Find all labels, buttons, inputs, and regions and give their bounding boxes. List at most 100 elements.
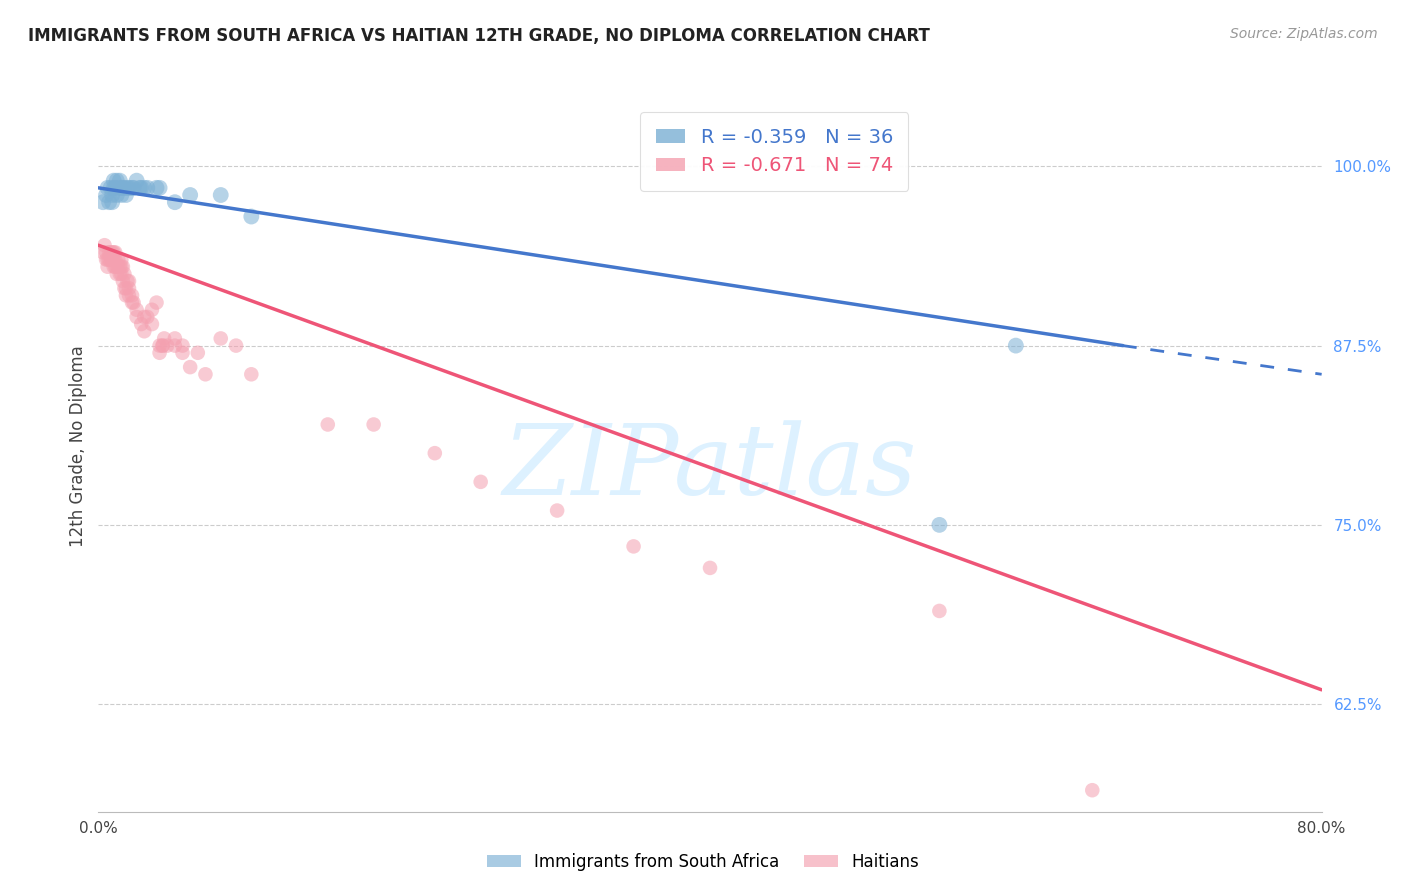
Point	[128, 181, 150, 195]
Point	[105, 260, 128, 274]
Point	[423, 446, 446, 460]
Point	[107, 181, 129, 195]
Point	[179, 360, 201, 375]
Point	[117, 274, 139, 288]
Point	[101, 188, 124, 202]
Point	[121, 181, 143, 195]
Point	[1004, 338, 1026, 352]
Point	[97, 252, 120, 267]
Point	[225, 338, 247, 352]
Point	[111, 260, 134, 274]
Point	[163, 338, 186, 352]
Point	[103, 174, 125, 188]
Point	[110, 181, 132, 195]
Point	[145, 181, 167, 195]
Point	[122, 295, 145, 310]
Point	[112, 267, 135, 281]
Point	[156, 338, 179, 352]
Point	[101, 195, 124, 210]
Text: ZIPatlas: ZIPatlas	[503, 420, 917, 516]
Point	[149, 181, 172, 195]
Point	[100, 181, 122, 195]
Point	[134, 324, 156, 338]
Point	[149, 338, 172, 352]
Point	[209, 331, 232, 345]
Point	[1081, 783, 1104, 797]
Point	[101, 245, 124, 260]
Point	[110, 260, 132, 274]
Point	[103, 252, 125, 267]
Point	[121, 295, 143, 310]
Point	[163, 331, 186, 345]
Point	[98, 252, 121, 267]
Point	[115, 188, 138, 202]
Point	[928, 517, 950, 532]
Point	[928, 604, 950, 618]
Point	[194, 368, 217, 382]
Point	[111, 181, 134, 195]
Legend: R = -0.359   N = 36, R = -0.671   N = 74: R = -0.359 N = 36, R = -0.671 N = 74	[640, 112, 908, 191]
Point	[172, 345, 194, 359]
Point	[107, 252, 129, 267]
Point	[103, 181, 125, 195]
Point	[101, 252, 124, 267]
Point	[97, 260, 120, 274]
Text: IMMIGRANTS FROM SOUTH AFRICA VS HAITIAN 12TH GRADE, NO DIPLOMA CORRELATION CHART: IMMIGRANTS FROM SOUTH AFRICA VS HAITIAN …	[28, 27, 929, 45]
Point	[94, 188, 117, 202]
Point	[136, 310, 159, 324]
Point	[91, 245, 114, 260]
Point	[153, 331, 176, 345]
Point	[105, 267, 128, 281]
Point	[129, 317, 152, 331]
Point	[117, 181, 139, 195]
Point	[134, 310, 156, 324]
Point	[94, 252, 117, 267]
Point	[316, 417, 339, 432]
Point	[100, 245, 122, 260]
Point	[103, 245, 125, 260]
Point	[209, 188, 232, 202]
Point	[98, 245, 121, 260]
Point	[118, 281, 141, 295]
Point	[118, 181, 141, 195]
Point	[112, 181, 135, 195]
Point	[152, 338, 174, 352]
Point	[91, 195, 114, 210]
Point	[104, 245, 127, 260]
Point	[125, 174, 148, 188]
Point	[136, 181, 159, 195]
Point	[107, 260, 129, 274]
Point	[163, 195, 186, 210]
Point	[141, 302, 163, 317]
Point	[110, 267, 132, 281]
Point	[149, 345, 172, 359]
Point	[105, 188, 128, 202]
Point	[141, 317, 163, 331]
Point	[240, 368, 263, 382]
Point	[125, 310, 148, 324]
Point	[108, 260, 131, 274]
Point	[105, 174, 128, 188]
Point	[100, 252, 122, 267]
Point	[470, 475, 492, 489]
Point	[93, 238, 115, 252]
Point	[94, 245, 117, 260]
Point	[122, 181, 145, 195]
Point	[187, 345, 209, 359]
Point	[115, 281, 138, 295]
Point	[623, 540, 645, 554]
Point	[108, 267, 131, 281]
Point	[104, 252, 127, 267]
Point	[104, 260, 127, 274]
Point	[98, 195, 121, 210]
Y-axis label: 12th Grade, No Diploma: 12th Grade, No Diploma	[69, 345, 87, 547]
Point	[104, 181, 127, 195]
Legend: Immigrants from South Africa, Haitians: Immigrants from South Africa, Haitians	[479, 845, 927, 880]
Point	[240, 210, 263, 224]
Point	[118, 274, 141, 288]
Point	[699, 561, 721, 575]
Point	[125, 302, 148, 317]
Point	[152, 338, 174, 352]
Point	[546, 503, 568, 517]
Point	[145, 295, 167, 310]
